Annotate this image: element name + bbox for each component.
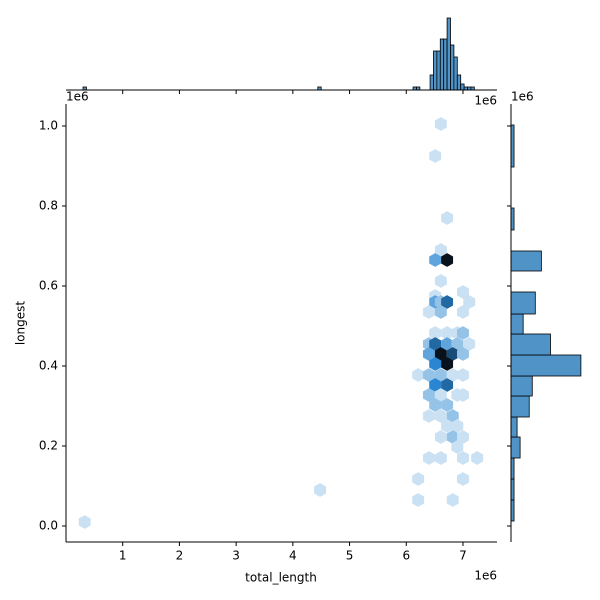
y-tick-label: 0.0: [39, 519, 58, 533]
hexbin-cell: [441, 295, 454, 309]
marginal-y-bar: [510, 291, 536, 315]
hexbin-cell: [422, 347, 435, 361]
hexbin-cell: [412, 493, 425, 507]
hexbin-cell: [429, 398, 442, 412]
marginal-y-offset-label: 1e6: [511, 90, 534, 104]
hexbin-cell: [457, 451, 469, 465]
hexbin-cell: [434, 305, 447, 319]
hexbin-cell: [314, 483, 327, 497]
hexbin-cell: [412, 472, 425, 486]
marginal-y-bar: [510, 354, 582, 377]
marginal-x-bar: [453, 56, 458, 91]
hexbin-cell: [422, 388, 435, 402]
hexbin-cell: [422, 305, 435, 319]
marginal-y-bar: [510, 416, 518, 438]
hexbin-cell: [441, 253, 454, 267]
hexbin-cell: [451, 419, 464, 433]
hexbin-cell: [451, 337, 464, 351]
hexbin-cell: [434, 347, 447, 361]
hexbin-cell: [429, 378, 442, 392]
hexbin-cell: [441, 419, 454, 433]
hexbin-cell: [434, 243, 447, 257]
hexbin-cell: [434, 409, 447, 423]
hexbin-cell: [457, 368, 469, 382]
marginal-x-bar: [456, 74, 462, 91]
hexbin-cell: [441, 357, 454, 371]
y-axis-label: longest: [14, 301, 28, 346]
hexbin-cell: [446, 409, 459, 423]
marginal-y-bar: [510, 375, 533, 397]
hexbin-cell: [457, 305, 469, 319]
y-tick-label: 0.8: [39, 199, 58, 213]
hexbin-cell: [446, 368, 459, 382]
hexbin-cell: [434, 451, 447, 465]
marginal-y-bar: [510, 395, 530, 418]
x-tick-label: 2: [176, 549, 184, 563]
marginal-x-bar: [439, 38, 445, 91]
marginal-x-bar: [460, 83, 465, 91]
hexbin-cell: [429, 326, 442, 340]
y-tick-label: 0.6: [39, 279, 58, 293]
marginal-y-bar: [510, 250, 542, 272]
hexbin-cell: [422, 409, 435, 423]
marginal-y-bar: [510, 436, 521, 459]
y-tick-label: 1.0: [39, 119, 58, 133]
x-tick-label: 4: [289, 549, 297, 563]
hexbin-cell: [446, 493, 459, 507]
marginal-y-bar: [510, 313, 524, 335]
marginal-x-bar: [433, 50, 438, 91]
marginal-x-offset-label: 1e6: [474, 94, 497, 108]
x-axis-label: total_length: [245, 571, 317, 585]
x-tick-label: 1: [119, 549, 127, 563]
y-offset-label: 1e6: [66, 90, 89, 104]
hexbin-cell: [434, 388, 447, 402]
hexbin-cell: [429, 253, 442, 267]
hexbin-cell: [463, 295, 476, 309]
hexbin-cell: [441, 398, 454, 412]
hexbin-cell: [446, 430, 459, 444]
y-tick-label: 0.2: [39, 439, 58, 453]
hexbin-cell: [422, 368, 435, 382]
hexbin-cell: [471, 451, 484, 465]
marginal-y-bar: [510, 333, 551, 356]
hexbin-cell: [422, 451, 435, 465]
hexbin-cell: [457, 430, 469, 444]
hexbin-cell: [457, 326, 469, 340]
x-tick-label: 3: [232, 549, 240, 563]
y-tick-label: 0.4: [39, 359, 58, 373]
hexbin-cell: [451, 440, 464, 454]
hexbin-cell: [441, 211, 454, 225]
hexbin-cell: [441, 326, 454, 340]
hexbin-cell: [78, 515, 91, 529]
hexbin-cell: [429, 337, 442, 351]
hexbin-cell: [441, 337, 454, 351]
x-offset-label: 1e6: [474, 569, 497, 583]
hexbin-cell: [434, 274, 447, 288]
marginal-x-bar: [443, 38, 448, 91]
hexbin-cell: [434, 117, 447, 131]
hexbin-cell: [457, 347, 469, 361]
hexbin-cell: [446, 347, 459, 361]
hexbin-cell: [434, 430, 447, 444]
hexbin-cell: [457, 472, 469, 486]
hexbin-cell: [412, 368, 425, 382]
x-tick-label: 7: [459, 549, 467, 563]
marginal-x-bar: [429, 74, 434, 91]
marginal-x-bar: [446, 17, 451, 91]
marginal-x-bar: [436, 50, 441, 91]
hexbin-cell: [463, 337, 476, 351]
hexbin-cell: [457, 285, 469, 299]
hexbin-cell: [441, 378, 454, 392]
hexbin-cell: [457, 388, 469, 402]
hexbin-cell: [429, 149, 442, 163]
x-tick-label: 6: [402, 549, 410, 563]
hexbin-cell: [434, 368, 447, 382]
hexbin-cell: [429, 357, 442, 371]
x-tick-label: 5: [346, 549, 354, 563]
marginal-x-bar: [450, 44, 455, 91]
